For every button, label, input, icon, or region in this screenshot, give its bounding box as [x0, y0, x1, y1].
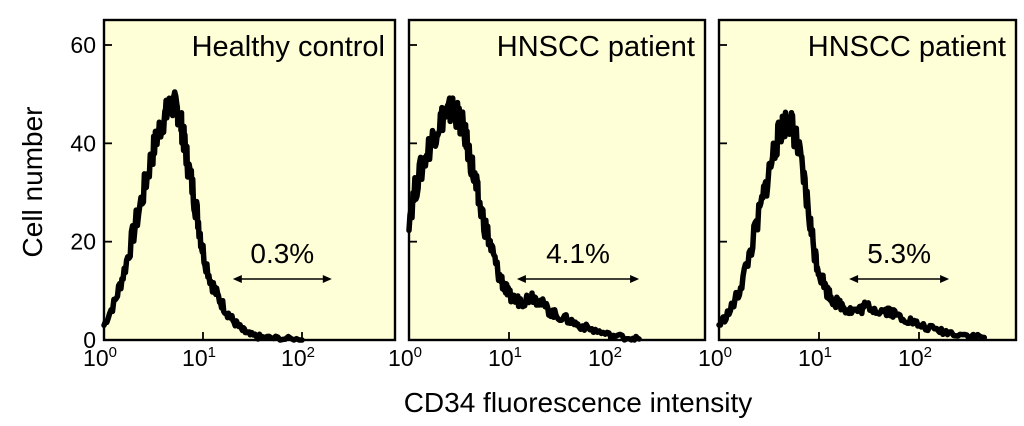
panel-3-histogram — [716, 109, 988, 341]
panel-3-gate-label: 5.3% — [867, 238, 931, 269]
panel-1-xtick-label-1: 101 — [182, 344, 216, 371]
y-tick-label-0: 0 — [83, 327, 96, 353]
panel-3-gate-arrow-right — [940, 275, 950, 283]
panel-3-xtick-label-1: 101 — [798, 344, 832, 371]
panel-3-xtick-label-2: 102 — [898, 344, 932, 371]
panel-1-xtick-label-2: 102 — [281, 344, 315, 371]
panel-1-xtick-label-0: 100 — [83, 344, 117, 371]
panel-2-gate-label: 4.1% — [546, 238, 610, 269]
panel-1-gate-arrow-left — [232, 275, 242, 283]
panel-2-gate-arrow-right — [630, 275, 640, 283]
panel-2-gate-arrow-left — [516, 275, 526, 283]
panel-1-histogram — [101, 89, 305, 343]
panel-2-histogram — [406, 95, 642, 343]
panel-1-title: Healthy control — [192, 31, 385, 63]
x-axis-title: CD34 fluorescence intensity — [404, 387, 753, 418]
panel-3-gate-arrow-left — [849, 275, 859, 283]
panel-1-frame — [102, 18, 397, 342]
panel-2-xtick-label-0: 100 — [388, 344, 422, 371]
y-tick-label-60: 60 — [70, 32, 96, 58]
y-axis-title: Cell number — [17, 107, 48, 258]
panel-3-xtick-label-0: 100 — [698, 344, 732, 371]
panel-3-title: HNSCC patient — [808, 31, 1006, 63]
panel-2-title: HNSCC patient — [497, 31, 695, 63]
panel-2-xtick-label-2: 102 — [588, 344, 622, 371]
panel-1-gate-arrow-right — [322, 275, 332, 283]
panel-1-gate-label: 0.3% — [250, 238, 314, 269]
panel-2-xtick-label-1: 101 — [488, 344, 522, 371]
y-tick-label-40: 40 — [70, 130, 96, 156]
y-tick-label-20: 20 — [70, 229, 96, 255]
panel-2-frame — [407, 18, 707, 342]
